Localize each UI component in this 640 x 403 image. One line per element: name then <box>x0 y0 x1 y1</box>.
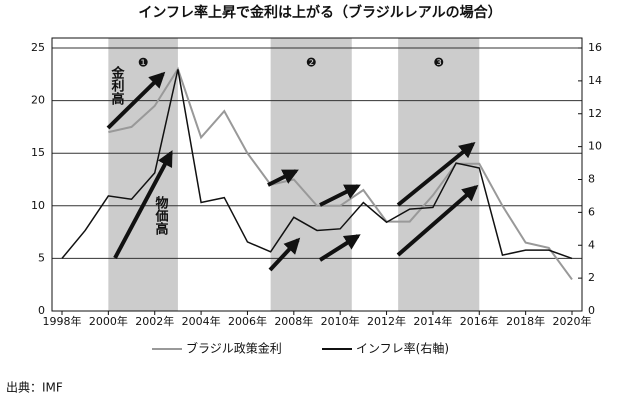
series-line <box>108 66 573 281</box>
y-tick-label: 0 <box>38 304 45 317</box>
y-tick-label: 5 <box>38 251 45 264</box>
y-tick-label: 20 <box>31 94 45 107</box>
legend-label: ブラジル政策金利 <box>186 341 282 356</box>
y2-tick-label: 2 <box>588 271 595 284</box>
x-tick-label: 2002年 <box>135 314 174 328</box>
source: 出典：IMF <box>6 381 63 395</box>
legend-label: インフレ率(右軸) <box>356 341 449 356</box>
x-tick-label: 2020年 <box>553 314 592 328</box>
x-tick-label: 2010年 <box>321 314 360 328</box>
highlight-label: ❸ <box>433 56 444 70</box>
y2-tick-label: 14 <box>588 74 602 87</box>
y2-tick-label: 0 <box>588 304 595 317</box>
x-tick-label: 2000年 <box>89 314 128 328</box>
y-tick-label: 25 <box>31 41 45 54</box>
y2-tick-label: 16 <box>588 41 602 54</box>
x-tick-label: 2014年 <box>413 314 452 328</box>
annotation: 物価高 <box>153 195 170 236</box>
y-tick-label: 15 <box>31 146 45 159</box>
x-tick-label: 2012年 <box>367 314 406 328</box>
x-tick-label: 1998年 <box>43 314 82 328</box>
y2-tick-label: 10 <box>588 140 602 153</box>
plot-frame <box>51 37 583 312</box>
x-tick-label: 2016年 <box>460 314 499 328</box>
highlight-label: ❶ <box>138 56 149 70</box>
y2-tick-label: 12 <box>588 107 602 120</box>
x-tick-label: 2006年 <box>228 314 267 328</box>
highlight-band <box>108 38 178 311</box>
x-tick-label: 2008年 <box>274 314 313 328</box>
x-tick-label: 2018年 <box>506 314 545 328</box>
y-tick-label: 10 <box>31 199 45 212</box>
y2-tick-label: 6 <box>588 205 595 218</box>
y2-tick-label: 4 <box>588 238 595 251</box>
highlight-label: ❷ <box>306 56 317 70</box>
arrows <box>106 71 479 272</box>
highlight-band <box>270 38 352 311</box>
series-line <box>61 69 573 260</box>
chart-title: インフレ率上昇で金利は上がる（ブラジルレアルの場合） <box>138 4 501 21</box>
annotation: 金利高 <box>109 65 126 106</box>
y2-tick-label: 8 <box>588 173 595 186</box>
highlight-band <box>398 38 480 311</box>
x-tick-label: 2004年 <box>182 314 221 328</box>
